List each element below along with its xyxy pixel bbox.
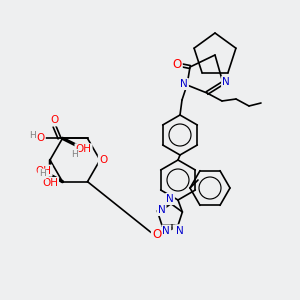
Text: N: N: [176, 226, 184, 236]
Text: N: N: [163, 226, 170, 236]
Text: N: N: [174, 226, 182, 236]
Text: O: O: [36, 133, 45, 143]
Text: H: H: [71, 150, 78, 159]
Text: OH: OH: [35, 166, 52, 176]
Text: N: N: [222, 77, 230, 87]
Text: O: O: [99, 155, 107, 165]
Text: OH: OH: [76, 144, 91, 154]
Text: N: N: [158, 205, 166, 215]
Text: H: H: [29, 131, 36, 140]
Text: O: O: [152, 228, 161, 241]
Text: N: N: [180, 79, 188, 89]
Text: O: O: [172, 58, 182, 70]
Text: O: O: [50, 115, 59, 125]
Text: H: H: [39, 169, 45, 178]
Text: OH: OH: [42, 178, 58, 188]
Text: N: N: [166, 194, 174, 204]
